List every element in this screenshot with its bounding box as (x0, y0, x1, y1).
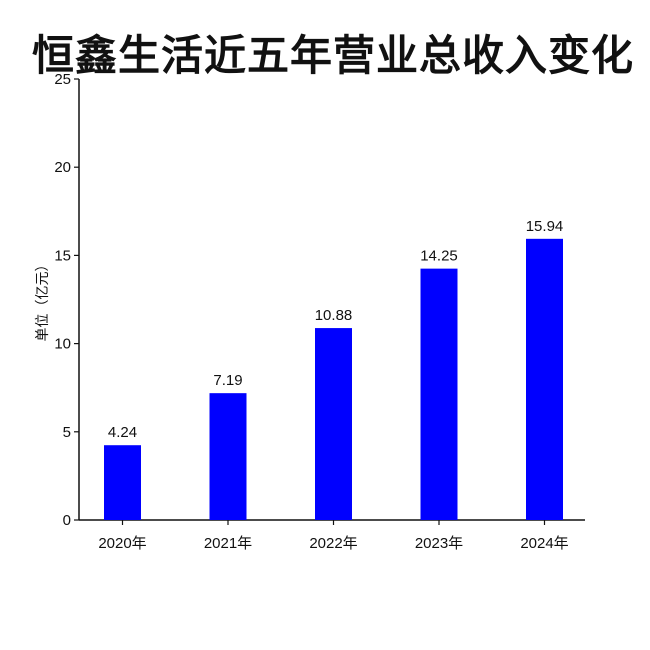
x-tick-label: 2023年 (415, 535, 463, 552)
data-label: 15.94 (526, 218, 564, 235)
y-axis-label: 单位（亿元） (34, 258, 50, 342)
y-tick-label: 10 (54, 336, 71, 353)
y-tick-label: 25 (54, 71, 71, 88)
bar (420, 268, 458, 520)
bar (315, 328, 352, 520)
x-tick-label: 2022年 (309, 535, 357, 552)
x-tick-label: 2020年 (98, 535, 146, 552)
y-tick-label: 15 (54, 247, 71, 264)
x-tick-label: 2024年 (520, 535, 568, 552)
bar (526, 238, 563, 520)
y-tick-label: 0 (63, 512, 71, 529)
data-label: 4.24 (108, 424, 137, 441)
data-label: 10.88 (315, 307, 353, 324)
chart-title: 恒鑫生活近五年营业总收入变化 (31, 31, 634, 80)
x-tick-label: 2021年 (204, 535, 252, 552)
data-label: 14.25 (420, 248, 458, 265)
y-tick-label: 5 (63, 424, 71, 441)
bar (104, 445, 141, 520)
data-label: 7.19 (213, 372, 242, 389)
plot-area: 0 5 10 15 20 25 单位（亿元） 4.24 2020年 7.19 2021年 10.88 2… (34, 71, 585, 552)
bar (209, 393, 247, 520)
y-tick-label: 20 (54, 159, 71, 176)
